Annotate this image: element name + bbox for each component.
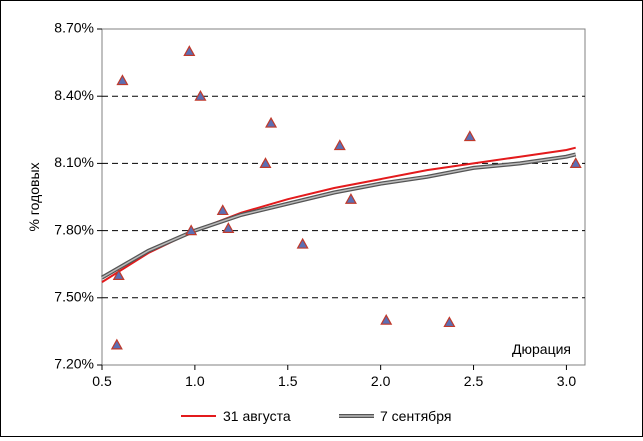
axes: 7.20% 7.50% 7.80% 8.10% 8.40% 8.70% 0.5 1.0 1.5 2…: [54, 20, 576, 389]
y-tick-label: 7.50%: [54, 289, 94, 305]
x-tick-label: 2.5: [464, 373, 484, 389]
triangle-marker: [333, 139, 346, 151]
legend-label: 31 августа: [223, 408, 291, 424]
legend: 31 августа 7 сентября: [181, 408, 451, 424]
triangle-marker: [222, 222, 235, 233]
x-axis-annotation: Дюрация: [512, 341, 571, 357]
grid-lines: [102, 95, 585, 299]
x-tick-label: 1.5: [278, 373, 298, 389]
y-tick-label: 7.20%: [54, 356, 94, 372]
x-tick-label: 2.0: [371, 373, 391, 389]
triangle-marker: [259, 157, 272, 168]
triangle-marker: [296, 237, 309, 249]
triangle-marker: [194, 89, 207, 101]
x-tick-label: 1.0: [185, 373, 205, 389]
triangle-marker: [116, 74, 129, 86]
triangle-marker: [185, 224, 198, 236]
y-tick-label: 8.10%: [54, 154, 94, 170]
triangle-marker: [110, 338, 123, 350]
data-points: [110, 45, 582, 350]
triangle-marker: [216, 204, 229, 216]
triangle-marker: [112, 269, 125, 280]
triangle-marker: [183, 45, 196, 57]
x-tick-label: 3.0: [557, 373, 577, 389]
y-tick-label: 8.40%: [54, 87, 94, 103]
y-axis-label: % годовых: [26, 162, 42, 231]
triangle-marker: [344, 193, 357, 204]
legend-label: 7 сентября: [380, 408, 451, 424]
y-tick-label: 8.70%: [54, 20, 94, 36]
triangle-marker: [380, 313, 393, 325]
x-tick-label: 0.5: [92, 373, 112, 389]
plot-area: [101, 28, 586, 366]
triangle-marker: [463, 130, 476, 142]
triangle-marker: [569, 157, 582, 168]
triangle-marker: [443, 316, 456, 328]
y-tick-label: 7.80%: [54, 221, 94, 237]
triangle-marker: [265, 116, 278, 128]
